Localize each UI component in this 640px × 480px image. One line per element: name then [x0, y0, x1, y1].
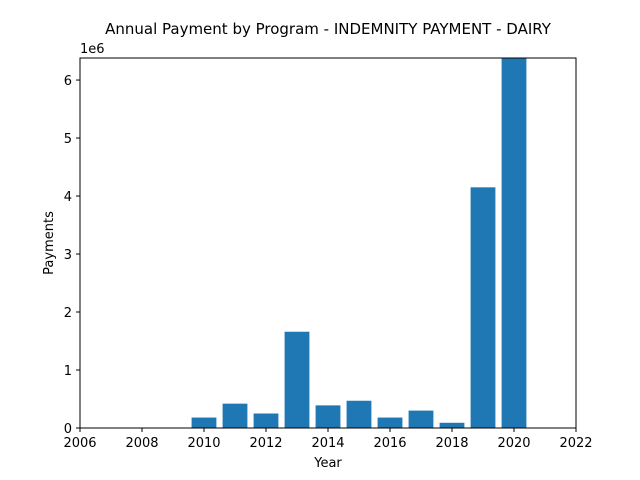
x-tick-label: 2016 [373, 436, 406, 451]
y-tick-label: 3 [64, 248, 72, 263]
y-tick-label: 1 [64, 364, 72, 379]
y-axis-label: Payments [42, 211, 57, 275]
plot-frame [79, 57, 577, 429]
x-tick-label: 2006 [63, 436, 96, 451]
bar-2012 [253, 413, 279, 428]
y-tick-label: 5 [64, 132, 72, 147]
y-axis-ticks: 0 1 2 3 4 5 6 [64, 74, 80, 437]
x-tick-label: 2022 [559, 436, 592, 451]
bar-2015 [346, 400, 372, 428]
x-axis-label: Year [313, 456, 342, 471]
bar-2017 [408, 410, 434, 428]
bar-2019 [470, 187, 496, 428]
y-tick-label: 4 [64, 190, 72, 205]
bar-2013 [284, 331, 310, 428]
y-tick-label: 6 [64, 74, 72, 89]
chart-title: Annual Payment by Program - INDEMNITY PA… [105, 20, 552, 38]
bars-group [191, 58, 527, 428]
bar-2016 [377, 417, 403, 428]
y-tick-label: 0 [64, 422, 72, 437]
bar-2014 [315, 405, 341, 428]
y-tick-label: 2 [64, 306, 72, 321]
x-tick-label: 2008 [125, 436, 158, 451]
x-tick-label: 2020 [497, 436, 530, 451]
x-tick-label: 2010 [187, 436, 220, 451]
bar-2010 [191, 417, 217, 428]
bar-2018 [439, 422, 465, 428]
bar-2020 [501, 58, 527, 428]
y-axis-offset-label: 1e6 [80, 42, 105, 57]
x-tick-label: 2012 [249, 436, 282, 451]
x-tick-label: 2018 [435, 436, 468, 451]
x-axis-ticks: 2006 2008 2010 2012 2014 2016 2018 2020 2022 [63, 428, 593, 451]
bar-2011 [222, 403, 248, 428]
x-tick-label: 2014 [311, 436, 344, 451]
